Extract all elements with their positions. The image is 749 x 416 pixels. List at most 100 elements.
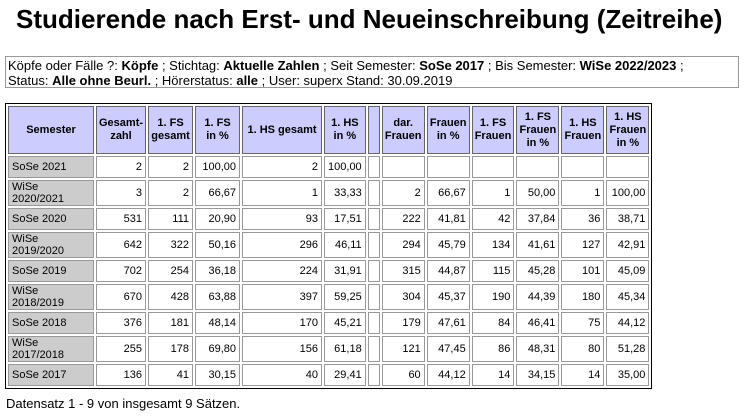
- cell-dar-frauen: 304: [381, 284, 425, 310]
- header-1fs-gesamt: 1. FS gesamt: [148, 106, 194, 154]
- table-row: WiSe 2019/2020 642 322 50,16 296 46,11 294 45,7…: [8, 232, 650, 258]
- cell-1hs-prozent: 17,51: [324, 208, 366, 230]
- cell-frauen-prozent: 47,61: [426, 312, 470, 334]
- header-1hs-gesamt: 1. HS gesamt: [242, 106, 323, 154]
- cell-gesamtzahl: 670: [96, 284, 147, 310]
- cell-spacer: [367, 208, 380, 230]
- cell-1hs-prozent: 61,18: [324, 336, 366, 362]
- cell-1fs-frauen-prozent: 48,31: [516, 336, 560, 362]
- cell-1fs-frauen-prozent: 44,39: [516, 284, 560, 310]
- cell-gesamtzahl: 531: [96, 208, 147, 230]
- cell-spacer: [367, 312, 380, 334]
- cell-1hs-frauen-prozent: 51,28: [606, 336, 650, 362]
- cell-frauen-prozent: 47,45: [426, 336, 470, 362]
- cell-1fs-gesamt: 111: [148, 208, 194, 230]
- cell-dar-frauen: 222: [381, 208, 425, 230]
- cell-1fs-frauen: 190: [471, 284, 515, 310]
- cell-1hs-gesamt: 296: [242, 232, 323, 258]
- cell-frauen-prozent: 45,37: [426, 284, 470, 310]
- cell-semester: SoSe 2021: [8, 156, 94, 178]
- cell-gesamtzahl: 642: [96, 232, 147, 258]
- cell-1hs-prozent: 29,41: [324, 364, 366, 386]
- cell-spacer: [367, 260, 380, 282]
- cell-semester: SoSe 2018: [8, 312, 94, 334]
- cell-1hs-frauen-prozent: 45,34: [606, 284, 650, 310]
- user-stand-text: ; User: superx Stand: 30.09.2019: [261, 73, 453, 88]
- cell-1hs-frauen: [561, 156, 605, 178]
- cell-1fs-gesamt: 322: [148, 232, 194, 258]
- table-row: SoSe 2018 376 181 48,14 170 45,21 179 47,61 84 46…: [8, 312, 650, 334]
- cell-frauen-prozent: 44,87: [426, 260, 470, 282]
- table-row: SoSe 2021 2 2 100,00 2 100,00: [8, 156, 650, 178]
- cell-1fs-frauen: 1: [471, 180, 515, 206]
- cell-1fs-prozent: 69,80: [195, 336, 241, 362]
- cell-1hs-gesamt: 224: [242, 260, 323, 282]
- cell-1fs-gesamt: 254: [148, 260, 194, 282]
- bis-semester-value: WiSe 2022/2023: [579, 58, 677, 73]
- cell-1fs-frauen-prozent: [516, 156, 560, 178]
- cell-1hs-gesamt: 93: [242, 208, 323, 230]
- filter-summary: Köpfe oder Fälle ?: Köpfe ; Stichtag: Ak…: [5, 56, 739, 88]
- cell-1hs-frauen: 75: [561, 312, 605, 334]
- filter-line-2: Status: Alle ohne Beurl. ; Hörerstatus: …: [8, 73, 736, 88]
- cell-1fs-prozent: 30,15: [195, 364, 241, 386]
- koepfe-value: Köpfe: [121, 58, 159, 73]
- record-count: Datensatz 1 - 9 von insgesamt 9 Sätzen.: [6, 396, 241, 411]
- cell-semester: SoSe 2017: [8, 364, 94, 386]
- cell-1hs-frauen: 80: [561, 336, 605, 362]
- table-row: SoSe 2017 136 41 30,15 40 29,41 60 44,12 14 34,15…: [8, 364, 650, 386]
- cell-spacer: [367, 284, 380, 310]
- cell-1hs-frauen-prozent: 45,09: [606, 260, 650, 282]
- cell-frauen-prozent: [426, 156, 470, 178]
- cell-frauen-prozent: 44,12: [426, 364, 470, 386]
- cell-1fs-frauen-prozent: 50,00: [516, 180, 560, 206]
- header-1hs-frauen-prozent: 1. HS Frauen in %: [606, 106, 650, 154]
- cell-1fs-prozent: 66,67: [195, 180, 241, 206]
- header-gesamtzahl: Gesamt-zahl: [96, 106, 147, 154]
- cell-dar-frauen: 60: [381, 364, 425, 386]
- status-label: Status:: [8, 73, 49, 88]
- cell-1fs-prozent: 48,14: [195, 312, 241, 334]
- cell-1fs-prozent: 20,90: [195, 208, 241, 230]
- stichtag-label: ; Stichtag:: [161, 58, 220, 73]
- cell-1hs-frauen-prozent: 35,00: [606, 364, 650, 386]
- stichtag-value: Aktuelle Zahlen: [223, 58, 320, 73]
- cell-semester: WiSe 2019/2020: [8, 232, 94, 258]
- hoererstatus-label: ; Hörerstatus:: [154, 73, 233, 88]
- cell-1hs-frauen-prozent: 44,12: [606, 312, 650, 334]
- cell-1hs-frauen: 101: [561, 260, 605, 282]
- cell-1hs-gesamt: 170: [242, 312, 323, 334]
- cell-1fs-frauen-prozent: 41,61: [516, 232, 560, 258]
- cell-1fs-frauen-prozent: 45,28: [516, 260, 560, 282]
- cell-1fs-frauen: 84: [471, 312, 515, 334]
- results-table: Semester Gesamt-zahl 1. FS gesamt 1. FS …: [5, 103, 653, 389]
- cell-spacer: [367, 180, 380, 206]
- table-row: SoSe 2020 531 111 20,90 93 17,51 222 41,81 42 37,…: [8, 208, 650, 230]
- cell-1fs-frauen-prozent: 37,84: [516, 208, 560, 230]
- seit-semester-value: SoSe 2017: [419, 58, 485, 73]
- cell-1fs-prozent: 36,18: [195, 260, 241, 282]
- table-row: WiSe 2020/2021 3 2 66,67 1 33,33 2 66,67 1 50,00 1…: [8, 180, 650, 206]
- header-1hs-frauen: 1. HS Frauen: [561, 106, 605, 154]
- cell-1fs-frauen: 14: [471, 364, 515, 386]
- status-value: Alle ohne Beurl.: [52, 73, 152, 88]
- cell-1hs-prozent: 100,00: [324, 156, 366, 178]
- seit-semester-label: ; Seit Semester:: [323, 58, 416, 73]
- header-1fs-frauen: 1. FS Frauen: [471, 106, 515, 154]
- header-frauen-prozent: Frauen in %: [426, 106, 470, 154]
- cell-spacer: [367, 336, 380, 362]
- cell-1fs-frauen-prozent: 34,15: [516, 364, 560, 386]
- cell-1fs-frauen-prozent: 46,41: [516, 312, 560, 334]
- cell-1fs-frauen: [471, 156, 515, 178]
- page-title: Studierende nach Erst- und Neueinschreib…: [16, 4, 723, 34]
- cell-dar-frauen: 315: [381, 260, 425, 282]
- cell-semester: SoSe 2020: [8, 208, 94, 230]
- cell-1hs-prozent: 31,91: [324, 260, 366, 282]
- cell-1fs-frauen: 115: [471, 260, 515, 282]
- table-row: WiSe 2018/2019 670 428 63,88 397 59,25 304 45,3…: [8, 284, 650, 310]
- header-dar-frauen: dar. Frauen: [381, 106, 425, 154]
- cell-semester: WiSe 2020/2021: [8, 180, 94, 206]
- cell-gesamtzahl: 255: [96, 336, 147, 362]
- cell-1fs-prozent: 100,00: [195, 156, 241, 178]
- bis-semester-label: ; Bis Semester:: [487, 58, 577, 73]
